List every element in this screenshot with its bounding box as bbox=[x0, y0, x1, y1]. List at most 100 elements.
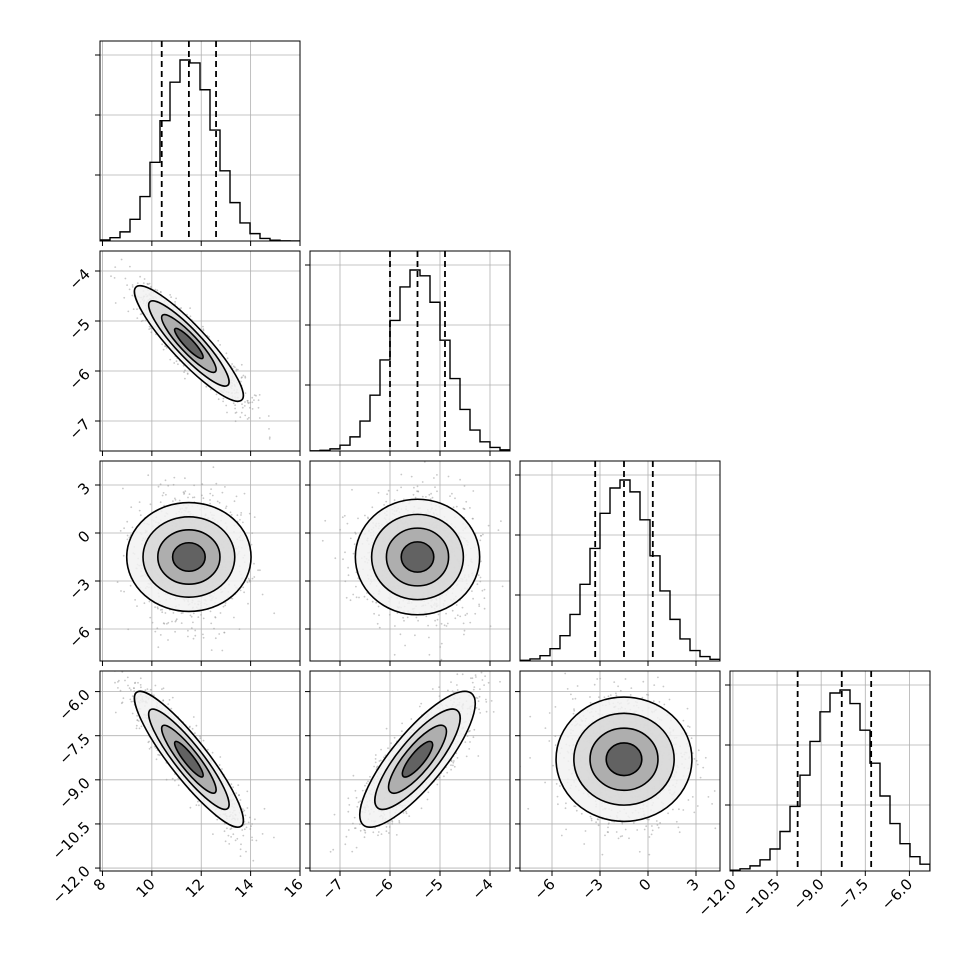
scatter-point bbox=[165, 346, 168, 349]
scatter-point bbox=[268, 438, 271, 440]
scatter-point bbox=[189, 614, 192, 617]
scatter-point bbox=[231, 597, 234, 600]
scatter-point bbox=[226, 827, 228, 830]
scatter-point bbox=[236, 514, 239, 517]
scatter-point bbox=[234, 839, 237, 842]
scatter-point bbox=[123, 527, 125, 530]
scatter-point bbox=[416, 485, 419, 488]
scatter-point bbox=[154, 630, 157, 633]
scatter-point bbox=[114, 302, 117, 304]
scatter-point bbox=[469, 621, 472, 624]
scatter-point bbox=[157, 753, 160, 756]
histogram-p1 bbox=[310, 269, 510, 451]
panel-frame bbox=[99, 460, 301, 662]
hist-panel-p1 bbox=[305, 250, 511, 456]
scatter-point bbox=[161, 494, 164, 497]
scatter-point bbox=[140, 320, 143, 323]
scatter-point bbox=[130, 506, 133, 509]
scatter-point bbox=[184, 490, 187, 493]
scatter-point bbox=[183, 371, 186, 373]
scatter-point bbox=[148, 600, 151, 603]
scatter-point bbox=[478, 603, 480, 606]
scatter-point bbox=[235, 370, 238, 372]
scatter-point bbox=[225, 352, 228, 355]
scatter-point bbox=[108, 650, 110, 652]
scatter-point bbox=[226, 357, 229, 360]
scatter-point bbox=[159, 609, 162, 611]
scatter-point bbox=[236, 368, 239, 371]
scatter-point bbox=[130, 700, 133, 703]
scatter-point bbox=[244, 401, 246, 403]
scatter-point bbox=[143, 278, 146, 280]
scatter-point bbox=[544, 560, 546, 562]
scatter-point bbox=[164, 612, 167, 614]
scatter-point bbox=[259, 569, 261, 572]
scatter-point bbox=[378, 614, 380, 617]
scatter-point bbox=[132, 700, 135, 703]
scatter-point bbox=[150, 746, 152, 749]
scatter-point bbox=[253, 562, 255, 565]
scatter-point bbox=[136, 605, 138, 607]
scatter-point bbox=[246, 581, 249, 584]
scatter-point bbox=[480, 560, 482, 563]
scatter-point bbox=[476, 583, 479, 586]
scatter-point bbox=[461, 606, 464, 609]
y-tick-label: 0 bbox=[74, 527, 93, 546]
scatter-point bbox=[210, 488, 213, 490]
scatter-point bbox=[177, 784, 180, 787]
scatter-point bbox=[446, 622, 449, 625]
scatter-point bbox=[156, 627, 159, 630]
scatter-point bbox=[162, 622, 165, 625]
scatter-point bbox=[140, 725, 143, 728]
scatter-point bbox=[462, 507, 465, 510]
panel-frame bbox=[309, 250, 511, 452]
scatter-point bbox=[159, 501, 162, 504]
scatter-point bbox=[230, 514, 233, 516]
scatter-point bbox=[447, 475, 450, 478]
scatter-point bbox=[436, 490, 438, 493]
scatter-point bbox=[209, 502, 212, 505]
scatter-point bbox=[344, 551, 346, 554]
scatter-point bbox=[224, 604, 227, 607]
scatter-point bbox=[489, 625, 492, 628]
scatter-point bbox=[221, 768, 223, 770]
scatter-point bbox=[151, 621, 154, 624]
scatter-point bbox=[385, 500, 388, 503]
y-tick-label: 3 bbox=[74, 479, 93, 498]
scatter-point bbox=[114, 266, 117, 268]
scatter-point bbox=[170, 296, 173, 298]
scatter-point bbox=[131, 294, 134, 297]
joint-density bbox=[110, 258, 271, 440]
scatter-point bbox=[427, 624, 429, 627]
scatter-point bbox=[224, 486, 226, 488]
scatter-point bbox=[263, 807, 266, 810]
scatter-point bbox=[451, 609, 454, 612]
scatter-point bbox=[351, 488, 353, 491]
scatter-point bbox=[249, 580, 251, 583]
scatter-point bbox=[233, 500, 236, 503]
scatter-point bbox=[136, 317, 139, 319]
scatter-point bbox=[344, 580, 347, 583]
scatter-point bbox=[234, 412, 237, 414]
scatter-point bbox=[172, 500, 174, 502]
scatter-point bbox=[459, 615, 462, 618]
scatter-point bbox=[239, 799, 242, 801]
scatter-point bbox=[183, 492, 186, 494]
scatter-point bbox=[466, 612, 468, 615]
y-tick-label: −7 bbox=[65, 415, 93, 443]
scatter-point bbox=[242, 586, 245, 589]
scatter-point bbox=[417, 619, 419, 622]
scatter-point bbox=[202, 325, 204, 328]
scatter-point bbox=[232, 365, 235, 368]
scatter-point bbox=[210, 649, 213, 651]
scatter-point bbox=[239, 589, 242, 592]
scatter-point bbox=[349, 599, 352, 602]
scatter-point bbox=[240, 411, 243, 414]
scatter-point bbox=[213, 627, 215, 630]
panel-frame bbox=[519, 460, 721, 662]
joint-panel-p0-p1: −7−6−5−4 bbox=[65, 250, 301, 456]
scatter-point bbox=[421, 495, 424, 498]
scatter-point bbox=[186, 372, 189, 375]
scatter-point bbox=[128, 288, 131, 291]
scatter-point bbox=[243, 591, 246, 594]
